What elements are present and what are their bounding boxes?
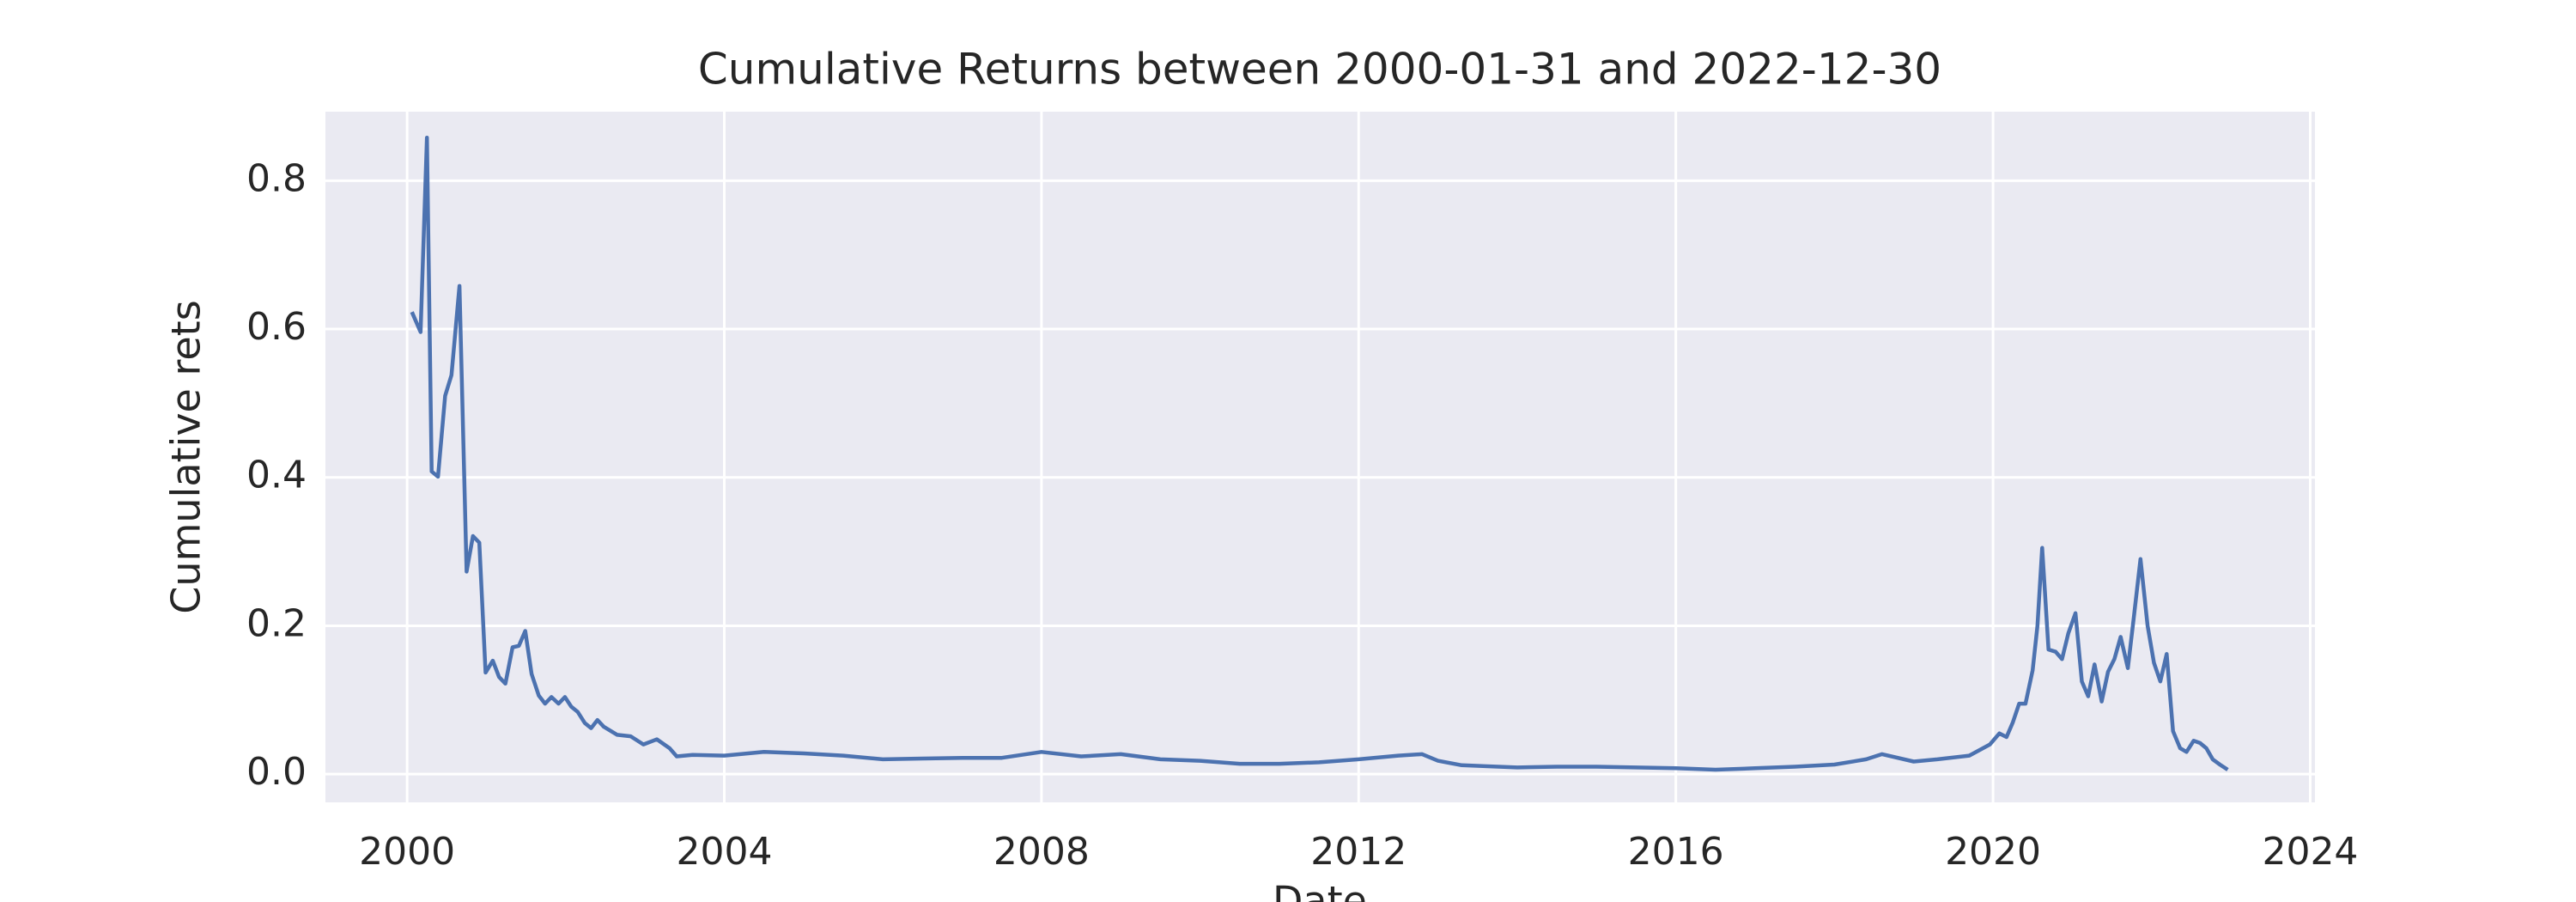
x-tick-label: 2004	[677, 830, 773, 874]
x-tick-label: 2020	[1945, 830, 2041, 874]
x-tick-label: 2000	[359, 830, 455, 874]
x-tick-label: 2008	[993, 830, 1090, 874]
y-tick-label: 0.6	[246, 305, 307, 349]
x-tick-label: 2012	[1310, 830, 1406, 874]
y-tick-label: 0.2	[246, 601, 307, 645]
y-tick-label: 0.4	[246, 454, 307, 497]
x-tick-label: 2024	[2262, 830, 2358, 874]
plot-area	[325, 112, 2315, 802]
y-axis-label: Cumulative rets	[163, 300, 210, 613]
y-tick-label: 0.8	[246, 156, 307, 200]
chart-title: Cumulative Returns between 2000-01-31 an…	[698, 45, 1941, 94]
x-tick-label: 2016	[1628, 830, 1724, 874]
line-series	[410, 135, 2229, 772]
x-axis-label: Date	[1273, 877, 1367, 902]
y-tick-label: 0.0	[246, 750, 307, 794]
